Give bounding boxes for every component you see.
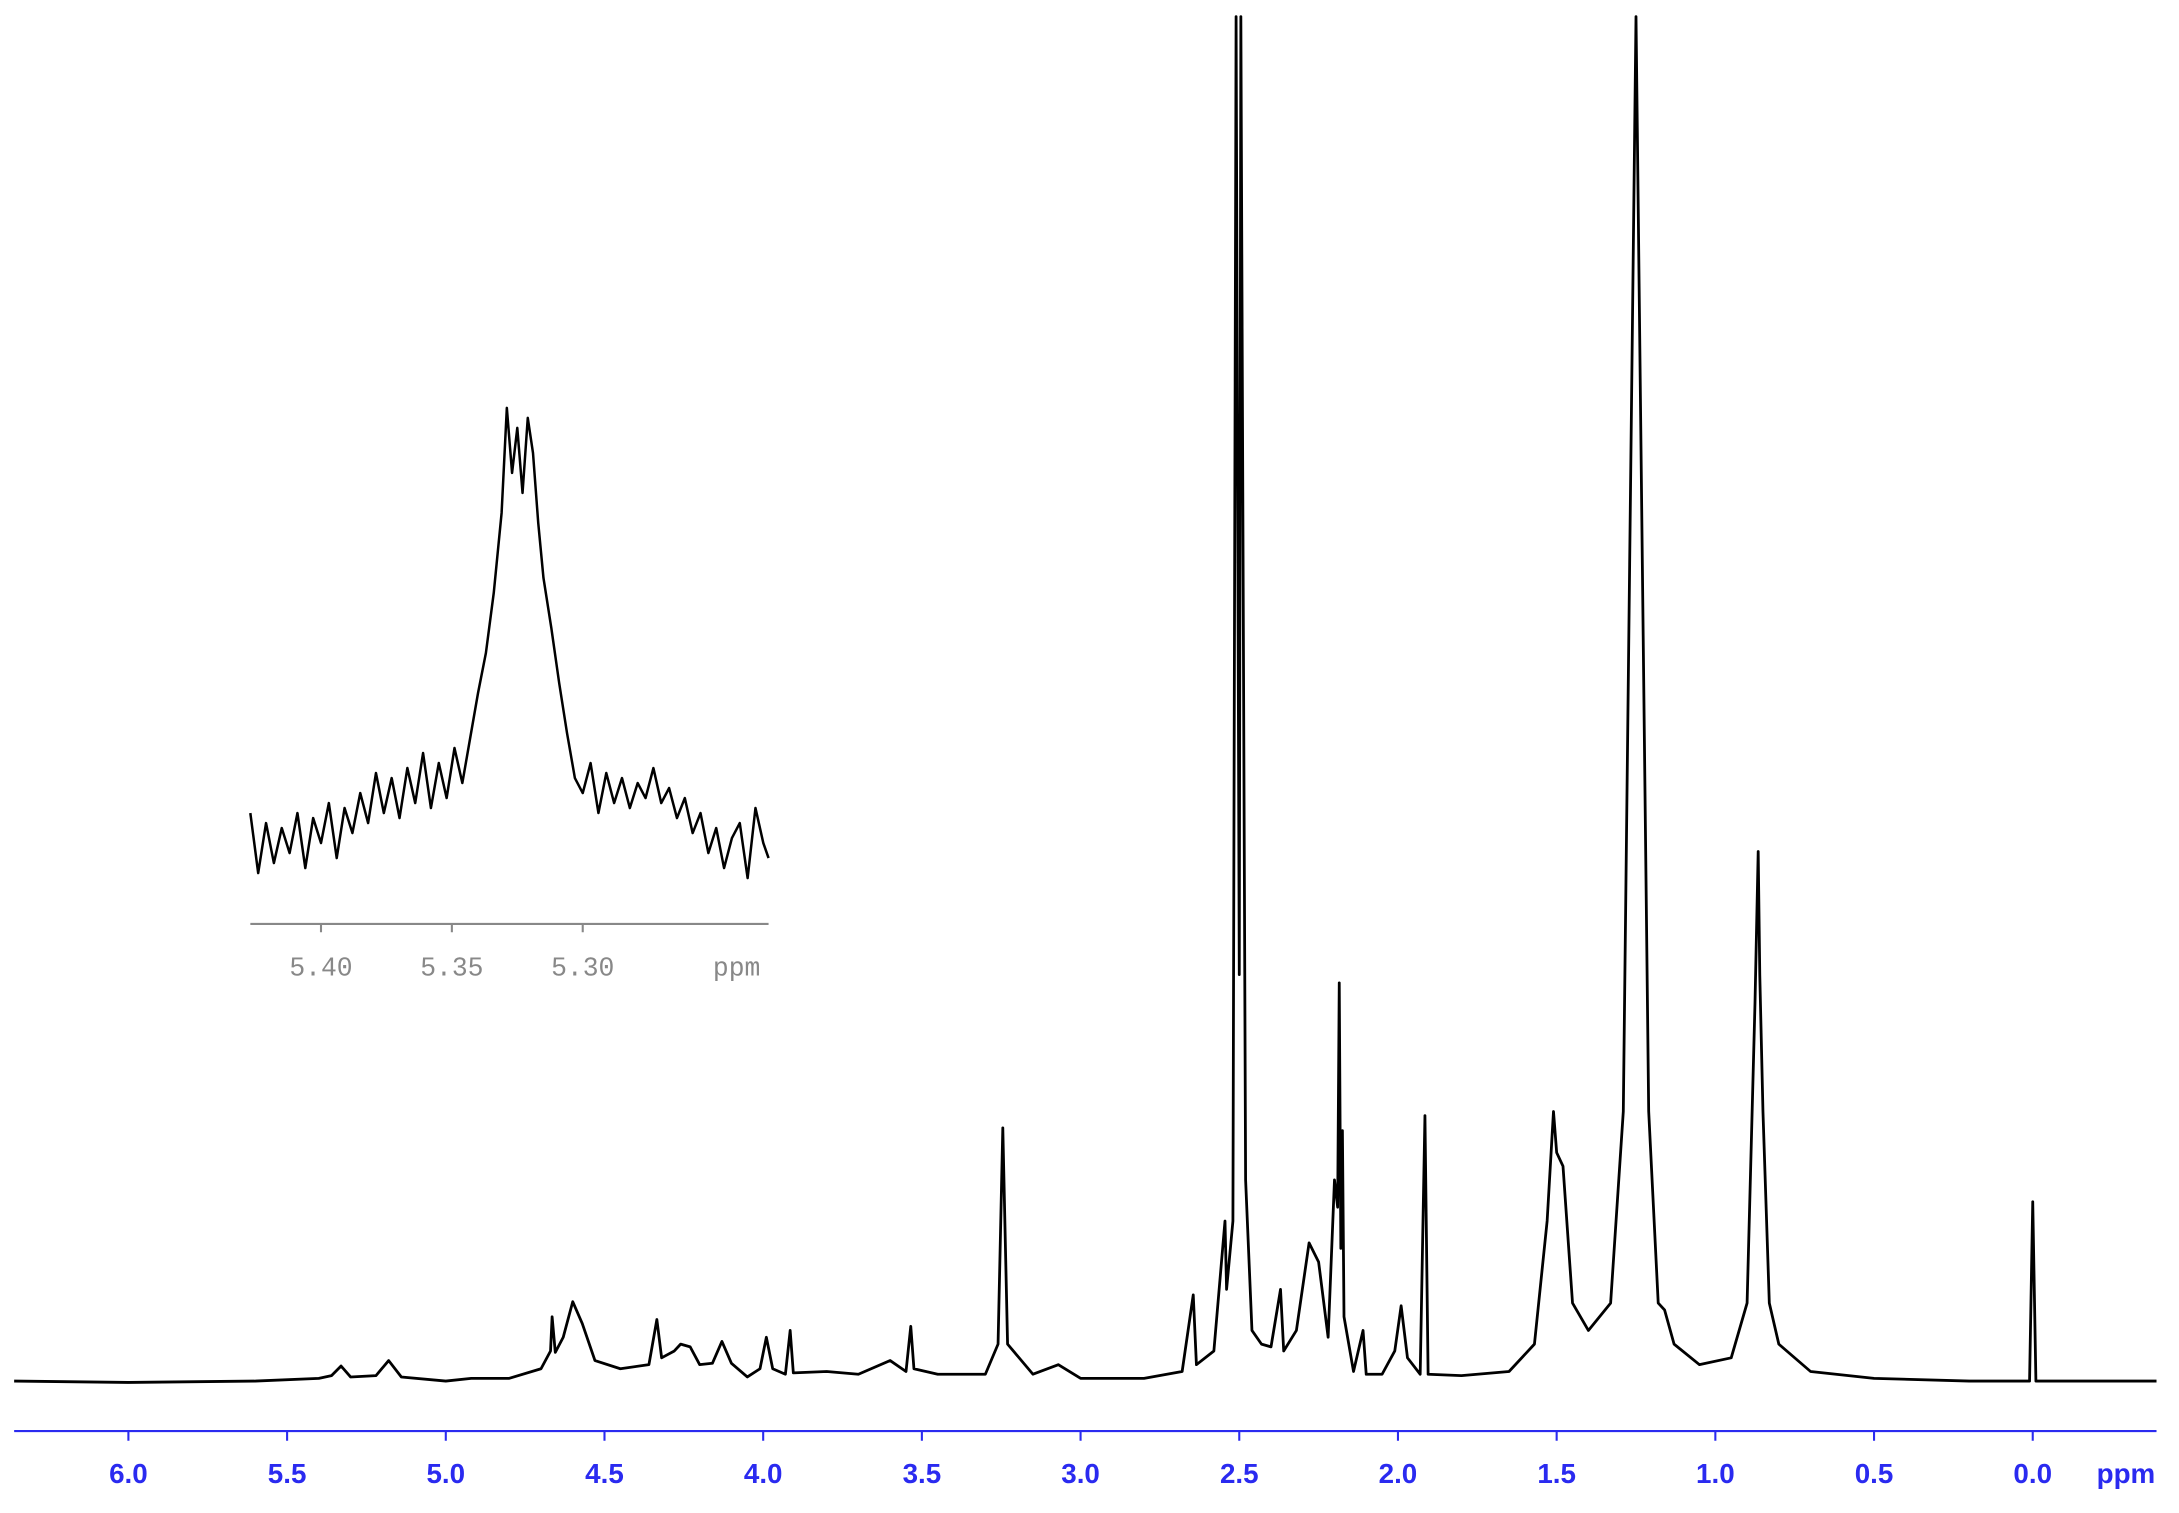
x-tick-label: 2.5 <box>1220 1458 1259 1489</box>
x-tick-label: 4.0 <box>744 1458 783 1489</box>
x-tick-label: 0.0 <box>2013 1458 2052 1489</box>
x-tick-label: 5.30 <box>551 953 614 983</box>
x-tick-label: 5.40 <box>289 953 352 983</box>
x-tick-label: 5.0 <box>426 1458 465 1489</box>
x-tick-label: 3.0 <box>1061 1458 1100 1489</box>
x-tick-label: 5.35 <box>420 953 483 983</box>
x-tick-label: 5.5 <box>268 1458 307 1489</box>
x-tick-label: 1.5 <box>1537 1458 1576 1489</box>
x-tick-label: 0.5 <box>1855 1458 1894 1489</box>
x-tick-label: 4.5 <box>585 1458 624 1489</box>
x-axis-label: ppm <box>2097 1458 2156 1489</box>
spectrum-trace <box>14 15 2157 1384</box>
x-tick-label: 3.5 <box>903 1458 942 1489</box>
x-tick-label: 2.0 <box>1379 1458 1418 1489</box>
x-tick-label: 1.0 <box>1696 1458 1735 1489</box>
x-tick-label: 6.0 <box>109 1458 148 1489</box>
x-axis-label: ppm <box>713 953 760 983</box>
spectrum-trace <box>249 406 770 880</box>
